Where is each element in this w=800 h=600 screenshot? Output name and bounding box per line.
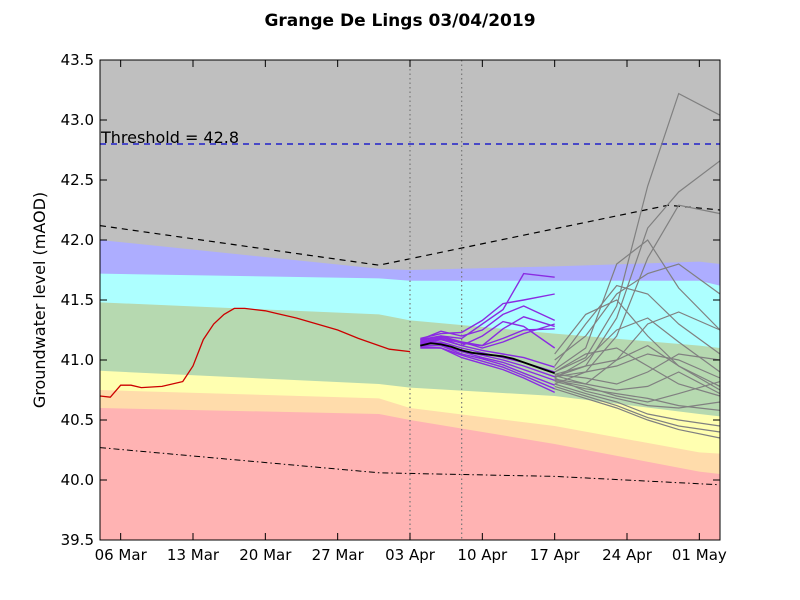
y-axis-label: Groundwater level (mAOD) — [30, 192, 49, 408]
chart-title: Grange De Lings 03/04/2019 — [264, 11, 535, 31]
long-forecast-line-8 — [554, 353, 721, 385]
long-forecast-line-15 — [554, 388, 721, 439]
x-tick-label: 06 Mar — [95, 546, 148, 564]
long-forecast-line-17 — [554, 347, 721, 397]
long-forecast-line-2 — [554, 204, 721, 378]
y-tick-label: 41.5 — [61, 291, 94, 309]
short-forecast-line-13 — [420, 316, 555, 347]
x-tick-label: 20 Mar — [239, 546, 292, 564]
x-tick-label: 24 Apr — [602, 546, 653, 564]
x-tick-label: 17 Apr — [530, 546, 581, 564]
x-tick-label: 27 Mar — [312, 546, 365, 564]
long-forecast-line-14 — [554, 385, 721, 433]
x-tick-label: 03 Apr — [385, 546, 436, 564]
long-forecast-line-13 — [554, 383, 721, 427]
threshold-label: Threshold = 42.8 — [100, 128, 239, 147]
long-forecast-line-4 — [554, 263, 721, 361]
short-forecast-line-4 — [420, 342, 555, 378]
long-forecast-line-3 — [554, 239, 721, 371]
long-forecast-line-5 — [554, 284, 721, 367]
y-tick-label: 42.5 — [61, 171, 94, 189]
observed-level-line — [99, 307, 411, 398]
short-forecast-line-8 — [420, 305, 555, 341]
y-tick-label: 39.5 — [61, 531, 94, 549]
y-tick-label: 43.5 — [61, 51, 94, 69]
y-tick-label: 41.0 — [61, 351, 94, 369]
long-forecast-line-16 — [554, 381, 721, 411]
short-forecast-line-9 — [420, 293, 555, 340]
median-forecast-line — [420, 342, 555, 375]
y-tick-label: 40.0 — [61, 471, 94, 489]
long-forecast-line-18 — [554, 344, 721, 391]
short-forecast-line-3 — [420, 344, 555, 382]
short-forecast-line-10 — [420, 272, 555, 341]
short-forecast-line-12 — [420, 320, 556, 349]
y-tick-label: 40.5 — [61, 411, 94, 429]
long-forecast-line-9 — [554, 353, 721, 385]
axis-ticks: 39.5 40.0 40.5 41.0 41.5 42.0 42.5 43.0 43.5 06 M… — [61, 51, 727, 564]
x-tick-label: 01 May — [672, 546, 727, 564]
long-forecast-line-0 — [554, 92, 721, 373]
x-tick-label: 13 Mar — [167, 546, 220, 564]
short-forecast-line-1 — [420, 346, 555, 390]
y-tick-label: 43.0 — [61, 111, 94, 129]
series-lines — [99, 60, 721, 540]
x-tick-label: 10 Apr — [457, 546, 508, 564]
upper-envelope-line — [99, 204, 721, 266]
long-forecast-line-7 — [554, 317, 721, 379]
long-forecast-line-19 — [554, 311, 721, 385]
short-forecast-line-11 — [420, 323, 555, 349]
long-forecast-line-10 — [554, 379, 721, 403]
lower-envelope-line — [99, 447, 721, 486]
y-tick-label: 42.0 — [61, 231, 94, 249]
